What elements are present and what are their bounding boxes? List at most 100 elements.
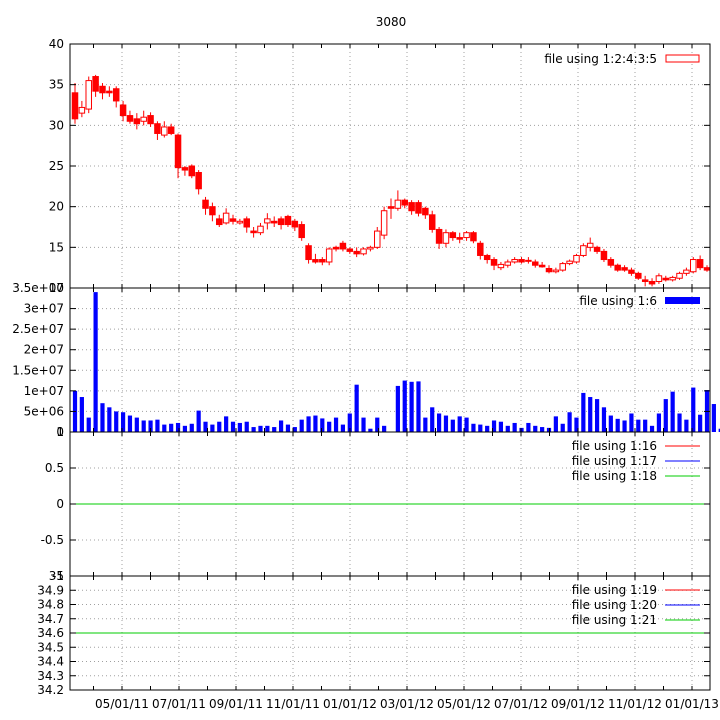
- candle-body: [696, 259, 704, 269]
- candlestick: [580, 243, 587, 258]
- candle-body: [401, 199, 408, 206]
- chart-marks: [70, 74, 720, 634]
- candlestick: [106, 86, 113, 97]
- candlestick: [367, 245, 374, 252]
- candle-body: [284, 215, 292, 226]
- x-tick-label: 11/01/12: [608, 697, 662, 711]
- plot-frame: [69, 287, 711, 433]
- y-tick-label: 3e+07: [24, 302, 64, 316]
- y-tick-label: 20: [49, 200, 64, 214]
- legends: file using 1:2:4:3:5 file using 1:6 file u…: [544, 52, 700, 627]
- candle-body: [181, 167, 189, 171]
- volume-bar: [237, 422, 242, 432]
- volume-bar: [498, 421, 504, 432]
- volume-bar: [155, 419, 160, 432]
- candlestick: [573, 253, 580, 264]
- volume-bar: [347, 413, 352, 432]
- volume-bar: [86, 417, 91, 432]
- candle-body: [442, 232, 450, 244]
- candlestick: [525, 257, 532, 264]
- candlestick: [167, 123, 175, 136]
- candlestick: [243, 216, 250, 233]
- volume-bar: [574, 417, 579, 432]
- candle-body: [614, 264, 621, 271]
- candle-body: [360, 248, 367, 255]
- candlestick: [538, 261, 546, 268]
- volume-bar: [107, 407, 112, 432]
- candle-body: [538, 264, 546, 268]
- volume-bar: [114, 411, 119, 432]
- candlestick: [291, 218, 299, 232]
- legend-label: file using 1:16: [572, 439, 657, 453]
- candle-body: [415, 202, 422, 214]
- candlestick: [305, 243, 312, 264]
- candle-body: [305, 245, 312, 261]
- candlestick: [648, 278, 656, 287]
- candle-body: [648, 280, 656, 285]
- candle-body: [607, 259, 615, 266]
- candlestick: [518, 257, 525, 264]
- candlestick: [470, 231, 477, 244]
- y-tick-label: 34.7: [37, 612, 64, 626]
- y-tick-label: 34.6: [37, 626, 64, 640]
- volume-bar: [491, 420, 497, 432]
- volume-bar: [327, 421, 332, 432]
- candle-body: [147, 115, 154, 125]
- y-tick-label: 35: [49, 78, 64, 92]
- volume-bar: [93, 292, 98, 432]
- candlestick: [126, 110, 134, 124]
- volume-bar: [320, 418, 325, 432]
- candle-body: [202, 199, 209, 209]
- plot-frames: [69, 43, 711, 691]
- candle-body: [628, 269, 635, 274]
- candlestick: [676, 271, 683, 280]
- candlestick: [298, 221, 305, 241]
- volume-bar: [182, 425, 188, 432]
- candlestick: [216, 214, 223, 227]
- candlestick: [92, 74, 99, 97]
- volume-bar: [464, 417, 469, 432]
- candlestick: [270, 216, 278, 227]
- candlestick: [552, 267, 560, 274]
- legend: file using 1:2:4:3:5: [544, 52, 700, 66]
- legend-entry: file using 1:21: [572, 613, 700, 627]
- candlestick: [483, 253, 491, 264]
- candlestick: [511, 257, 518, 264]
- candle-body: [641, 279, 649, 282]
- volume-bar: [526, 422, 531, 432]
- candlestick: [497, 261, 505, 271]
- x-tick-label: 07/01/12: [494, 697, 548, 711]
- candlestick: [353, 247, 360, 258]
- volume-bar: [285, 424, 291, 432]
- candle-body: [167, 126, 175, 134]
- x-tick-label: 07/01/11: [152, 697, 206, 711]
- candle-body: [367, 246, 374, 250]
- candlestick: [112, 86, 120, 108]
- candlestick: [154, 121, 161, 140]
- candle-body: [470, 232, 477, 242]
- volume-bar: [189, 423, 194, 432]
- legend-swatch: [665, 297, 700, 304]
- volume-bar: [148, 420, 153, 432]
- candle-body: [463, 232, 470, 239]
- volume-bar: [553, 416, 558, 432]
- candlestick: [394, 190, 402, 211]
- candlestick: [683, 267, 690, 276]
- candle-body: [332, 246, 340, 250]
- candle-body: [518, 259, 525, 263]
- y-tick-label: 15: [49, 240, 64, 254]
- volume-bar: [272, 427, 277, 432]
- legend-entry: file using 1:20: [572, 598, 700, 612]
- volume-bar: [299, 419, 304, 432]
- legend-label: file using 1:18: [572, 469, 657, 483]
- candle-body: [662, 277, 670, 281]
- volume-bar: [471, 423, 476, 432]
- legend-label: file using 1:2:4:3:5: [544, 52, 657, 66]
- candle-body: [209, 206, 216, 216]
- candle-body: [477, 242, 484, 256]
- volume-bar: [615, 418, 620, 432]
- candlestick: [635, 271, 642, 280]
- candle-body: [277, 218, 285, 226]
- y-tick-label: 34.8: [37, 598, 64, 612]
